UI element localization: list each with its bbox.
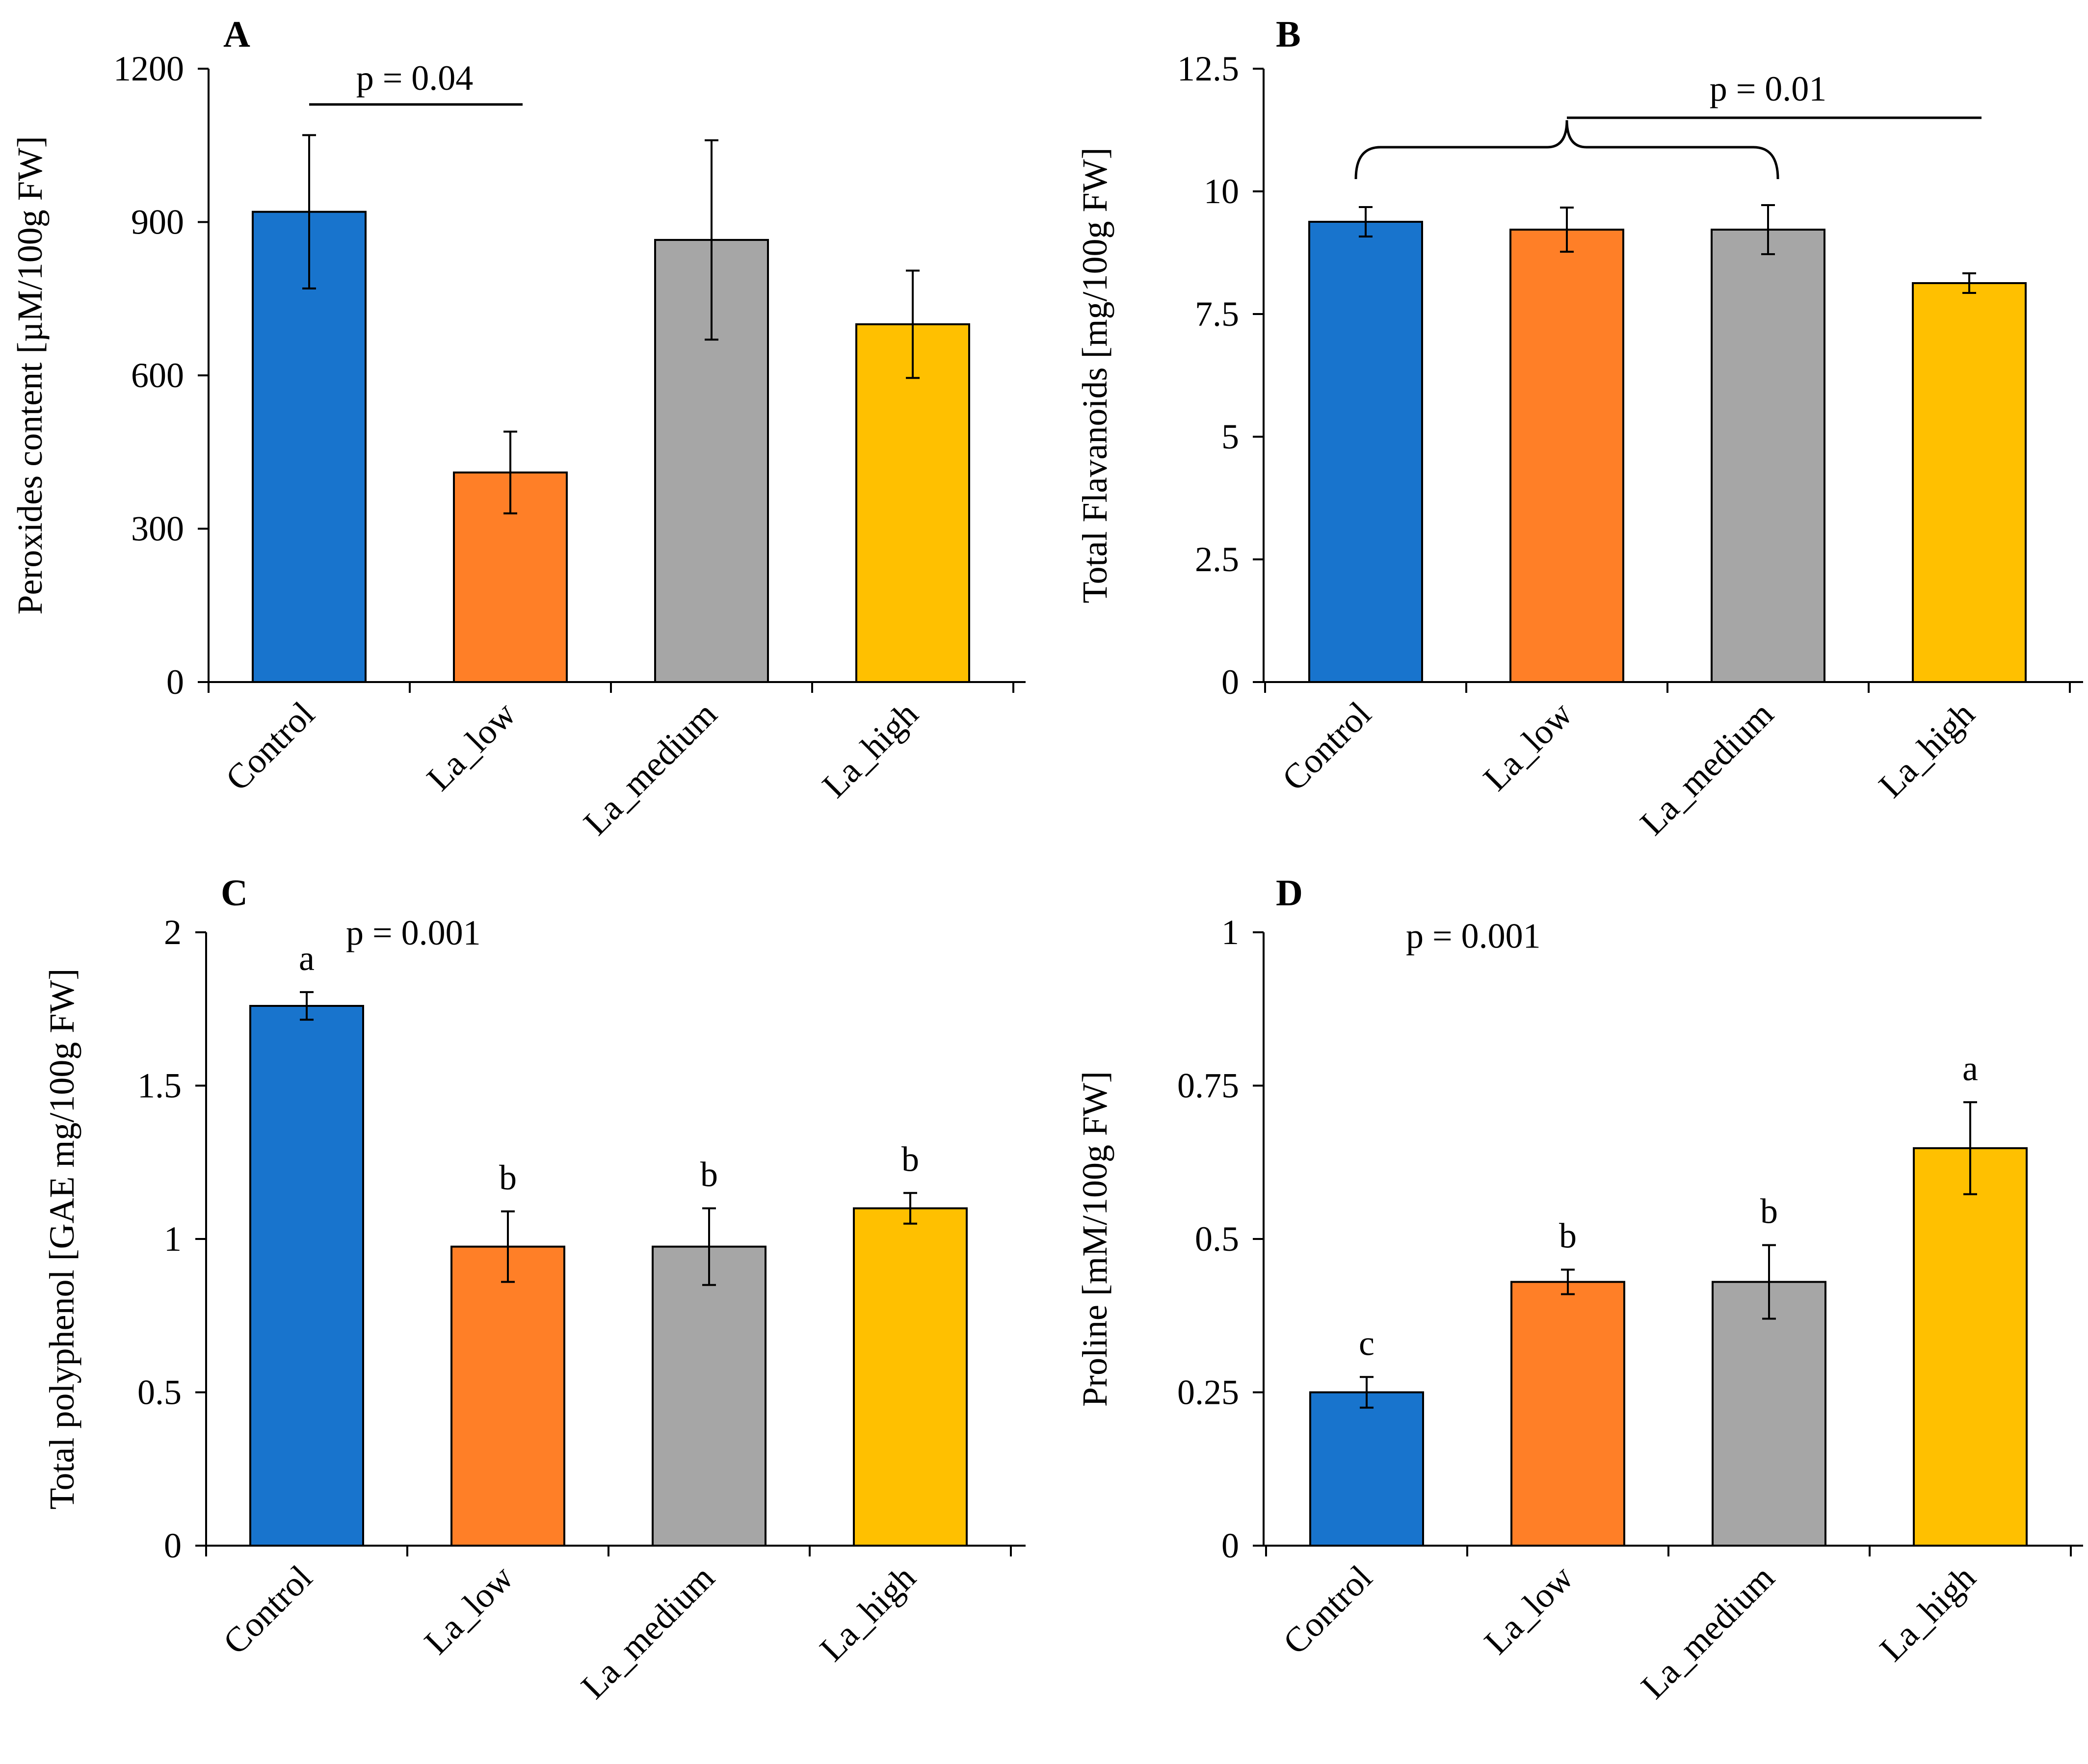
x-tick-label: La_high [1871, 694, 1982, 805]
panel-d: Dc Control b La_low b La_medium a La_high 0 0.25 0… [1075, 872, 2083, 1706]
error-bar [1963, 1101, 1977, 1195]
significance-brace [1354, 120, 1779, 180]
bar-la-medium [1712, 1281, 1826, 1547]
p-value-label: p = 0.001 [346, 913, 481, 952]
panel-label: C [221, 872, 248, 914]
x-tick-label: Control [1274, 694, 1378, 798]
bar-control [1309, 1391, 1424, 1547]
panel-a: A Control La_low La_medium La_high 0 300 600 900… [10, 14, 1026, 843]
panel-b: B Control La_low La_medium La_high 0 2.5 5 7.5 10… [1075, 14, 2083, 843]
y-tick-label: 1 [1221, 913, 1239, 952]
significance-letter: c [1359, 1323, 1374, 1363]
y-tick-label: 12.5 [1177, 49, 1239, 88]
significance-letter: b [700, 1155, 718, 1194]
y-axis-label: Peroxides content [µM/100g FW] [10, 136, 50, 614]
y-tick-label: 1 [164, 1219, 182, 1259]
panel-label: A [223, 14, 250, 55]
x-tick-label: La_low [1477, 1558, 1581, 1662]
panel-label: D [1276, 872, 1303, 914]
bar-la-low [1509, 229, 1624, 683]
significance-letter: b [1559, 1216, 1577, 1256]
bar-la-high [1912, 282, 2027, 683]
error-bar [1561, 1268, 1575, 1295]
bar-la-high [853, 1207, 968, 1547]
error-bar [702, 1207, 716, 1286]
x-tick-label: La_medium [1633, 694, 1781, 843]
bar-la-medium [652, 1245, 766, 1547]
y-tick-label: 2 [164, 913, 182, 952]
y-tick-label: 0.75 [1177, 1066, 1239, 1106]
significance-letter: b [901, 1139, 919, 1179]
y-tick-label: 1200 [113, 49, 184, 88]
significance-letter: a [1962, 1049, 1978, 1088]
y-tick-label: 0 [1221, 662, 1239, 702]
significance-letter: a [299, 939, 315, 978]
error-bar [1762, 1244, 1776, 1320]
y-tick-label: 10 [1204, 172, 1239, 211]
x-tick-label: Control [218, 694, 322, 798]
error-bar [501, 1210, 515, 1283]
bar-control [1308, 221, 1423, 683]
y-tick-label: 0.5 [137, 1373, 182, 1412]
x-tick-label: La_low [417, 1558, 521, 1662]
bar-la-high [1913, 1147, 2028, 1547]
y-tick-label: 1.5 [137, 1066, 182, 1106]
error-bar [300, 991, 314, 1021]
error-bar [503, 430, 517, 515]
y-tick-label: 0 [166, 662, 184, 702]
error-bar [1359, 206, 1373, 237]
bar-la-low [450, 1245, 565, 1547]
y-tick-label: 900 [131, 203, 184, 242]
p-value-label: p = 0.001 [1406, 916, 1541, 955]
x-tick-label: La_low [1476, 694, 1580, 798]
y-tick-label: 0.25 [1177, 1373, 1239, 1412]
y-tick-label: 300 [131, 509, 184, 549]
panel-label: B [1276, 14, 1301, 55]
p-value-label: p = 0.01 [1710, 69, 1827, 108]
x-tick-label: La_medium [1634, 1558, 1782, 1707]
p-value-label: p = 0.04 [356, 58, 474, 98]
bar-la-low [1510, 1281, 1625, 1547]
error-bar [1360, 1376, 1374, 1409]
x-tick-label: La_medium [574, 1558, 722, 1707]
error-bar [1560, 207, 1574, 253]
error-bar [705, 139, 718, 341]
y-tick-label: 7.5 [1195, 294, 1239, 334]
y-axis-label: Proline [mM/100g FW] [1075, 1071, 1114, 1407]
error-bar [906, 269, 920, 379]
y-axis-label: Total polyphenol [GAE mg/100g FW] [42, 969, 81, 1510]
x-tick-label: La_medium [576, 694, 725, 843]
y-tick-label: 0.5 [1195, 1219, 1239, 1259]
bar-control [249, 1005, 364, 1547]
y-tick-label: 0 [164, 1526, 182, 1565]
significance-letter: b [1760, 1192, 1778, 1231]
y-tick-label: 5 [1221, 417, 1239, 456]
x-tick-label: La_high [812, 1558, 923, 1669]
y-axis-label: Total Flavanoids [mg/100g FW] [1075, 148, 1114, 604]
y-tick-label: 600 [131, 356, 184, 395]
y-tick-label: 2.5 [1195, 540, 1239, 579]
x-tick-label: La_high [1872, 1558, 1983, 1669]
x-tick-label: Control [1275, 1558, 1379, 1662]
error-bar [302, 134, 316, 290]
x-tick-label: Control [215, 1558, 319, 1662]
x-tick-label: La_high [815, 694, 925, 805]
panel-c: Ca Control b La_low b La_medium b La_high 0 0.5 1 1… [42, 872, 1026, 1706]
significance-letter: b [499, 1158, 517, 1197]
error-bar [1761, 204, 1775, 255]
y-tick-label: 0 [1221, 1526, 1239, 1565]
x-tick-label: La_low [419, 694, 523, 798]
error-bar [903, 1192, 917, 1225]
bar-la-medium [1711, 229, 1825, 683]
bar-control [252, 211, 367, 683]
error-bar [1962, 272, 1976, 294]
